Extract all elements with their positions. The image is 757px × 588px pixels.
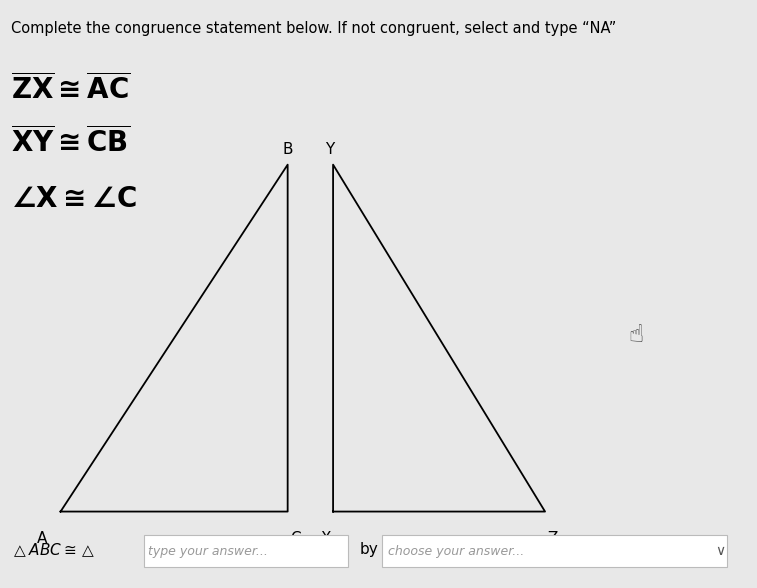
- FancyBboxPatch shape: [382, 535, 727, 567]
- Text: ☝: ☝: [628, 323, 643, 347]
- Text: B: B: [282, 142, 293, 158]
- Text: $\overline{\mathbf{ZX}}$$\mathbf{\cong}$$\overline{\mathbf{AC}}$: $\overline{\mathbf{ZX}}$$\mathbf{\cong}$…: [11, 74, 131, 105]
- Text: X: X: [320, 530, 331, 546]
- Text: $\triangle ABC \cong \triangle$: $\triangle ABC \cong \triangle$: [11, 541, 96, 559]
- FancyBboxPatch shape: [144, 535, 348, 567]
- Text: A: A: [36, 530, 47, 546]
- Text: $\mathbf{\angle X \cong \angle C}$: $\mathbf{\angle X \cong \angle C}$: [11, 185, 137, 213]
- Text: ∨: ∨: [715, 544, 726, 558]
- Text: choose your answer...: choose your answer...: [388, 544, 524, 558]
- Text: by: by: [360, 542, 378, 557]
- Text: type your answer...: type your answer...: [148, 544, 267, 558]
- Text: $\overline{\mathbf{XY}}$$\mathbf{\cong}$$\overline{\mathbf{CB}}$: $\overline{\mathbf{XY}}$$\mathbf{\cong}$…: [11, 126, 130, 158]
- Text: Y: Y: [325, 142, 334, 158]
- Text: Z: Z: [547, 530, 558, 546]
- Text: C: C: [290, 530, 301, 546]
- Text: Complete the congruence statement below. If not congruent, select and type “NA”: Complete the congruence statement below.…: [11, 21, 617, 36]
